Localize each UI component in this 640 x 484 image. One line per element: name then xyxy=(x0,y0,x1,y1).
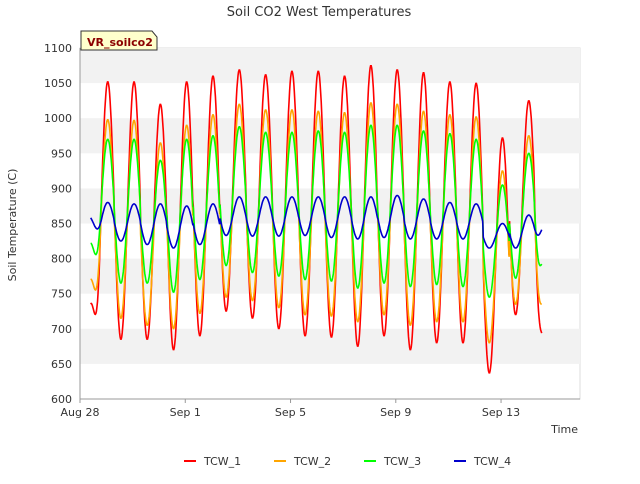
y-tick-label: 1000 xyxy=(44,112,72,125)
y-tick-label: 1050 xyxy=(44,77,72,90)
series-line-tcw_3 xyxy=(90,124,543,298)
y-axis: 600 650 700 750 800 850 900 950 1000 1050 1100 xyxy=(44,42,72,406)
y-tick-label: 700 xyxy=(51,323,72,336)
x-axis: Aug 28 Sep 1 Sep 5 Sep 9 Sep 13 xyxy=(61,399,520,419)
x-tick-label: Sep 5 xyxy=(275,406,306,419)
y-tick-label: 850 xyxy=(51,218,72,231)
series-line-tcw_4 xyxy=(89,194,543,249)
legend-label: TCW_1 xyxy=(203,455,241,468)
site-label-box: VR_soilco2 xyxy=(80,30,158,51)
y-tick-label: 750 xyxy=(51,288,72,301)
y-tick-label: 1100 xyxy=(44,42,72,55)
grid-band xyxy=(80,48,580,84)
x-tick-label: Aug 28 xyxy=(61,406,100,419)
x-tick-label: Sep 1 xyxy=(170,406,201,419)
series-layer xyxy=(89,65,543,374)
chart-title: Soil CO2 West Temperatures xyxy=(227,5,412,20)
y-tick-label: 650 xyxy=(51,358,72,371)
legend-item-tcw_1: TCW_1 xyxy=(184,455,241,468)
legend-item-tcw_3: TCW_3 xyxy=(364,455,421,468)
legend-label: TCW_4 xyxy=(473,455,511,468)
x-axis-label: Time xyxy=(550,423,578,436)
legend-item-tcw_2: TCW_2 xyxy=(274,455,331,468)
y-tick-label: 900 xyxy=(51,182,72,195)
legend-label: TCW_2 xyxy=(293,455,331,468)
legend: TCW_1 TCW_2 TCW_3 TCW_4 xyxy=(184,455,511,468)
y-tick-label: 600 xyxy=(51,393,72,406)
y-tick-label: 800 xyxy=(51,253,72,266)
y-axis-label: Soil Temperature (C) xyxy=(6,169,19,282)
y-tick-label: 950 xyxy=(51,147,72,160)
x-tick-label: Sep 13 xyxy=(482,406,520,419)
legend-item-tcw_4: TCW_4 xyxy=(454,455,511,468)
site-label: VR_soilco2 xyxy=(87,36,153,49)
legend-label: TCW_3 xyxy=(383,455,421,468)
x-tick-label: Sep 9 xyxy=(380,406,411,419)
